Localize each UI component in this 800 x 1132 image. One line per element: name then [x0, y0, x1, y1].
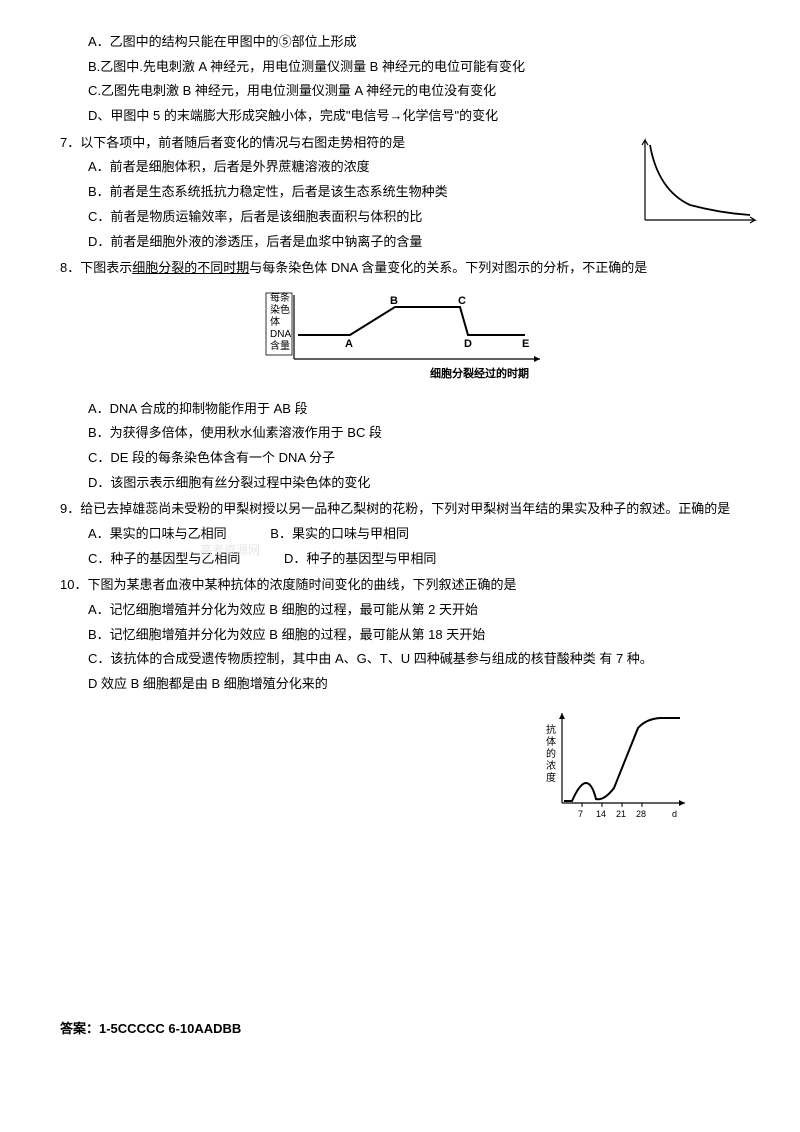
q9-stem: 给已去掉雄蕊尚未受粉的甲梨树授以另一品种乙梨树的花粉，下列对甲梨树当年结的果实及… — [80, 501, 730, 516]
q10-yl-3: 的 — [546, 747, 556, 760]
q6-opt-b: B.乙图中.先电刺激 A 神经元，用电位测量仪测量 B 神经元的电位可能有变化 — [88, 55, 740, 80]
q8-ylabel-4: DNA — [270, 329, 291, 340]
q8-stem-post: 与每条染色体 DNA 含量变化的关系。下列对图示的分析，不正确的是 — [249, 260, 647, 275]
question-9: 9．给已去掉雄蕊尚未受粉的甲梨树授以另一品种乙梨树的花粉，下列对甲梨树当年结的果… — [60, 497, 740, 571]
q7-curve — [650, 145, 750, 215]
q9-opt-b: B．果实的口味与甲相同 — [270, 522, 409, 547]
q8-pt-d: D — [464, 338, 472, 350]
q10-chart: 抗 体 的 浓 度 7 14 21 28 d — [540, 703, 690, 837]
question-10: 10．下图为某患者血液中某种抗体的浓度随时间变化的曲线，下列叙述正确的是 A．记… — [60, 573, 740, 836]
q8-ylabel-3: 体 — [270, 316, 280, 328]
q7-num: 7． — [60, 135, 80, 150]
q10-xt-21: 21 — [616, 809, 626, 819]
q10-yl-2: 体 — [546, 736, 556, 748]
q8-pt-c: C — [458, 295, 466, 307]
q8-ylabel-2: 染色 — [270, 303, 290, 316]
q8-ylabel-5: 含量 — [270, 339, 290, 352]
q7-chart — [640, 135, 760, 234]
q9-opt-c: C．种子的基因型与乙相同 — [88, 547, 240, 572]
question-7: 7．以下各项中，前者随后者变化的情况与右图走势相符的是 A．前者是细胞体积，后者… — [60, 131, 740, 254]
q7-axis-y — [642, 140, 648, 220]
question-8: 8．下图表示细胞分裂的不同时期与每条染色体 DNA 含量变化的关系。下列对图示的… — [60, 256, 740, 495]
q8-xaxis-arrow — [534, 356, 540, 362]
q8-opt-c: C．DE 段的每条染色体含有一个 DNA 分子 — [88, 446, 740, 471]
q9-opt-d: D．种子的基因型与甲相同 — [284, 547, 436, 572]
q10-yl-5: 度 — [546, 771, 556, 784]
q8-opt-a: A．DNA 合成的抑制物能作用于 AB 段 — [88, 397, 740, 422]
q8-chart: 每条 染色 体 DNA 含量 A B C D E 细胞分裂经过的时期 — [60, 287, 740, 391]
q10-opt-b: B．记忆细胞增殖并分化为效应 B 细胞的过程，最可能从第 18 天开始 — [88, 623, 740, 648]
q10-opt-a: A．记忆细胞增殖并分化为效应 B 细胞的过程，最可能从第 2 天开始 — [88, 598, 740, 623]
q10-opt-d: D 效应 B 细胞都是由 B 细胞增殖分化来的 — [88, 672, 740, 697]
q6-opt-a: A．乙图中的结构只能在甲图中的⑤部位上形成 — [88, 30, 740, 55]
q10-xt-d: d — [672, 809, 677, 819]
q9-num: 9． — [60, 501, 80, 516]
q10-yarrow — [559, 713, 565, 719]
q10-yl-1: 抗 — [546, 723, 556, 736]
q6-opt-d: D、甲图中 5 的末端膨大形成突触小体，完成"电信号→化学信号"的变化 — [88, 104, 740, 129]
q8-pt-b: B — [390, 295, 398, 307]
q8-num: 8． — [60, 260, 80, 275]
q8-opt-d: D．该图示表示细胞有丝分裂过程中染色体的变化 — [88, 471, 740, 496]
q8-pt-a: A — [345, 338, 353, 350]
q8-stem-under: 细胞分裂的不同时期 — [132, 260, 249, 275]
q10-xarrow — [679, 800, 685, 806]
q10-xt-7: 7 — [578, 809, 583, 819]
q8-line — [298, 307, 525, 335]
q10-opt-c: C．该抗体的合成受遗传物质控制，其中由 A、G、T、U 四种碱基参与组成的核苷酸… — [88, 647, 740, 672]
q10-yl-4: 浓 — [546, 760, 556, 772]
q10-stem: 下图为某患者血液中某种抗体的浓度随时间变化的曲线，下列叙述正确的是 — [87, 577, 516, 592]
q6-opt-c: C.乙图先电刺激 B 神经元，用电位测量仪测量 A 神经元的电位没有变化 — [88, 79, 740, 104]
q10-curve — [564, 718, 680, 801]
q8-opt-b: B．为获得多倍体，使用秋水仙素溶液作用于 BC 段 — [88, 421, 740, 446]
q10-xt-14: 14 — [596, 809, 606, 819]
q7-stem: 以下各项中，前者随后者变化的情况与右图走势相符的是 — [80, 135, 405, 150]
answer-key: 答案：1-5CCCCC 6-10AADBB — [60, 1017, 740, 1042]
q8-pt-e: E — [522, 338, 529, 350]
q10-options: A．记忆细胞增殖并分化为效应 B 细胞的过程，最可能从第 2 天开始 B．记忆细… — [88, 598, 740, 697]
q8-options: A．DNA 合成的抑制物能作用于 AB 段 B．为获得多倍体，使用秋水仙素溶液作… — [88, 397, 740, 496]
q8-xlabel: 细胞分裂经过的时期 — [430, 366, 529, 380]
q9-options-row1: A．果实的口味与乙相同 B．果实的口味与甲相同 — [88, 522, 740, 547]
q6-options: A．乙图中的结构只能在甲图中的⑤部位上形成 B.乙图中.先电刺激 A 神经元，用… — [88, 30, 740, 129]
q8-stem-pre: 下图表示 — [80, 260, 132, 275]
q9-opt-a: A．果实的口味与乙相同 — [88, 522, 227, 547]
q10-xt-28: 28 — [636, 809, 646, 819]
q10-num: 10． — [60, 577, 87, 592]
q7-axis-x — [645, 217, 755, 223]
q9-options-row2: C．种子的基因型与乙相同 D．种子的基因型与甲相同 — [88, 547, 740, 572]
